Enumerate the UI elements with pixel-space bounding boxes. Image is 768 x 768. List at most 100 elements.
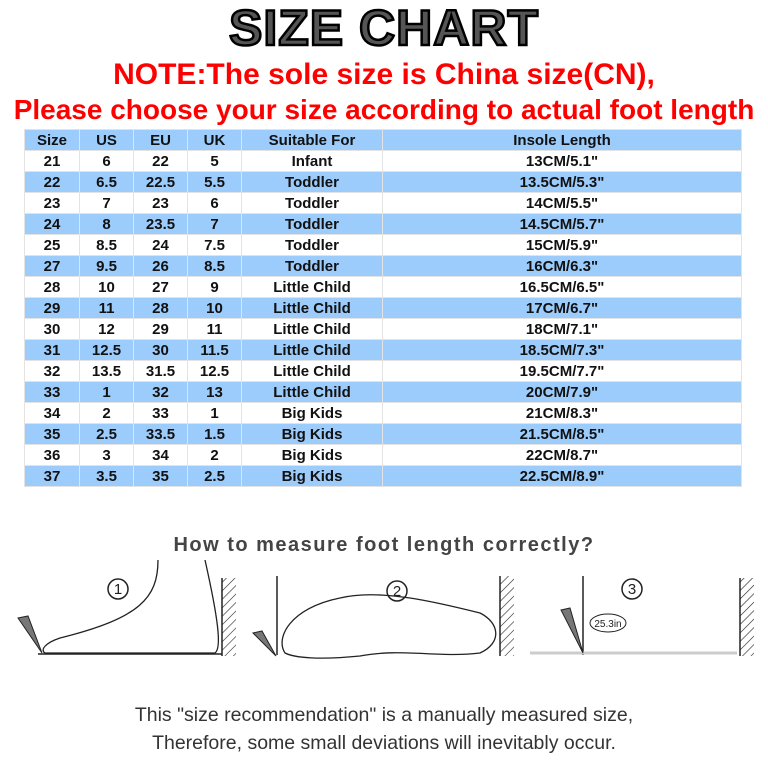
cell-us: 10 bbox=[79, 276, 134, 298]
cell-eu: 29 bbox=[133, 318, 188, 340]
cell-eu: 33.5 bbox=[133, 423, 188, 445]
cell-uk: 5.5 bbox=[187, 171, 242, 193]
measurement-illustrations: 1 2 3 25.3in bbox=[17, 559, 754, 659]
cell-size: 22 bbox=[24, 171, 80, 193]
cell-suitable-for: Infant bbox=[241, 150, 383, 172]
cell-suitable-for: Little Child bbox=[241, 360, 383, 382]
cell-suitable-for: Big Kids bbox=[241, 465, 383, 487]
cell-eu: 28 bbox=[133, 297, 188, 319]
cell-insole-length: 19.5CM/7.7" bbox=[382, 360, 742, 382]
cell-size: 30 bbox=[24, 318, 80, 340]
footnote-line-2: Therefore, some small deviations will in… bbox=[152, 732, 616, 754]
step-3-number: 3 bbox=[628, 581, 636, 598]
cell-uk: 7.5 bbox=[187, 234, 242, 256]
table-row: 36 3 34 2 Big Kids 22CM/8.7" bbox=[24, 444, 742, 466]
cell-uk: 8.5 bbox=[187, 255, 242, 277]
table-row: 21 6 22 5 Infant 13CM/5.1" bbox=[24, 150, 742, 172]
cell-us: 9.5 bbox=[79, 255, 134, 277]
cell-size: 32 bbox=[24, 360, 80, 382]
cell-us: 2 bbox=[79, 402, 134, 424]
cell-suitable-for: Little Child bbox=[241, 339, 383, 361]
pencil-icon bbox=[252, 630, 277, 657]
cell-eu: 24 bbox=[133, 234, 188, 256]
column-header-uk: UK bbox=[187, 129, 242, 151]
column-header-suitable-for: Suitable For bbox=[241, 129, 383, 151]
cell-uk: 2.5 bbox=[187, 465, 242, 487]
table-row: 24 8 23.5 7 Toddler 14.5CM/5.7" bbox=[24, 213, 742, 235]
table-row: 28 10 27 9 Little Child 16.5CM/6.5" bbox=[24, 276, 742, 298]
cell-uk: 10 bbox=[187, 297, 242, 319]
cell-eu: 34 bbox=[133, 444, 188, 466]
column-header-eu: EU bbox=[133, 129, 188, 151]
cell-uk: 7 bbox=[187, 213, 242, 235]
step-2-circle-icon bbox=[386, 580, 408, 602]
cell-size: 35 bbox=[24, 423, 80, 445]
cell-us: 2.5 bbox=[79, 423, 134, 445]
cell-us: 11 bbox=[79, 297, 134, 319]
note-line-1: NOTE:The sole size is China size(CN), bbox=[113, 58, 655, 91]
cell-insole-length: 18CM/7.1" bbox=[382, 318, 742, 340]
how-to-measure-heading: How to measure foot length correctly? bbox=[173, 534, 595, 556]
cell-insole-length: 16.5CM/6.5" bbox=[382, 276, 742, 298]
cell-uk: 1.5 bbox=[187, 423, 242, 445]
cell-suitable-for: Little Child bbox=[241, 276, 383, 298]
cell-eu: 32 bbox=[133, 381, 188, 403]
cell-insole-length: 13CM/5.1" bbox=[382, 150, 742, 172]
cell-insole-length: 22CM/8.7" bbox=[382, 444, 742, 466]
table-row: 32 13.5 31.5 12.5 Little Child 19.5CM/7.7" bbox=[24, 360, 742, 382]
cell-us: 8.5 bbox=[79, 234, 134, 256]
step-1-circle-icon bbox=[107, 578, 129, 600]
table-row: 31 12.5 30 11.5 Little Child 18.5CM/7.3" bbox=[24, 339, 742, 361]
column-header-insole-length: Insole Length bbox=[382, 129, 742, 151]
size-table: Size US EU UK Suitable For Insole Length 21 6 2… bbox=[24, 129, 742, 487]
cell-suitable-for: Little Child bbox=[241, 318, 383, 340]
cell-insole-length: 21.5CM/8.5" bbox=[382, 423, 742, 445]
step-1-foot-side-illustration: 1 bbox=[17, 559, 236, 656]
cell-us: 7 bbox=[79, 192, 134, 214]
cell-us: 6 bbox=[79, 150, 134, 172]
cell-suitable-for: Little Child bbox=[241, 297, 383, 319]
note-line-2: Please choose your size according to act… bbox=[13, 94, 755, 125]
cell-eu: 30 bbox=[133, 339, 188, 361]
cell-size: 23 bbox=[24, 192, 80, 214]
cell-uk: 6 bbox=[187, 192, 242, 214]
cell-suitable-for: Big Kids bbox=[241, 444, 383, 466]
step-1-number: 1 bbox=[114, 581, 122, 598]
cell-us: 12 bbox=[79, 318, 134, 340]
table-row: 29 11 28 10 Little Child 17CM/6.7" bbox=[24, 297, 742, 319]
table-row: 22 6.5 22.5 5.5 Toddler 13.5CM/5.3" bbox=[24, 171, 742, 193]
cell-uk: 11.5 bbox=[187, 339, 242, 361]
cell-size: 28 bbox=[24, 276, 80, 298]
cell-size: 27 bbox=[24, 255, 80, 277]
table-header-row: Size US EU UK Suitable For Insole Length bbox=[24, 129, 742, 151]
cell-insole-length: 16CM/6.3" bbox=[382, 255, 742, 277]
cell-uk: 13 bbox=[187, 381, 242, 403]
cell-size: 21 bbox=[24, 150, 80, 172]
cell-us: 12.5 bbox=[79, 339, 134, 361]
cell-insole-length: 15CM/5.9" bbox=[382, 234, 742, 256]
cell-eu: 31.5 bbox=[133, 360, 188, 382]
cell-insole-length: 21CM/8.3" bbox=[382, 402, 742, 424]
cell-suitable-for: Toddler bbox=[241, 192, 383, 214]
cell-size: 29 bbox=[24, 297, 80, 319]
cell-insole-length: 22.5CM/8.9" bbox=[382, 465, 742, 487]
table-row: 35 2.5 33.5 1.5 Big Kids 21.5CM/8.5" bbox=[24, 423, 742, 445]
cell-size: 24 bbox=[24, 213, 80, 235]
step-2-foot-top-illustration: 2 bbox=[252, 576, 514, 659]
step-3-circle-icon bbox=[621, 578, 643, 600]
column-header-size: Size bbox=[24, 129, 80, 151]
cell-suitable-for: Toddler bbox=[241, 255, 383, 277]
cell-size: 33 bbox=[24, 381, 80, 403]
cell-eu: 22 bbox=[133, 150, 188, 172]
cell-size: 31 bbox=[24, 339, 80, 361]
table-row: 25 8.5 24 7.5 Toddler 15CM/5.9" bbox=[24, 234, 742, 256]
cell-suitable-for: Toddler bbox=[241, 213, 383, 235]
step-2-number: 2 bbox=[393, 583, 401, 600]
cell-us: 13.5 bbox=[79, 360, 134, 382]
cell-insole-length: 13.5CM/5.3" bbox=[382, 171, 742, 193]
cell-uk: 11 bbox=[187, 318, 242, 340]
cell-eu: 23.5 bbox=[133, 213, 188, 235]
column-header-us: US bbox=[79, 129, 134, 151]
table-row: 37 3.5 35 2.5 Big Kids 22.5CM/8.9" bbox=[24, 465, 742, 487]
pencil-icon bbox=[560, 607, 584, 654]
